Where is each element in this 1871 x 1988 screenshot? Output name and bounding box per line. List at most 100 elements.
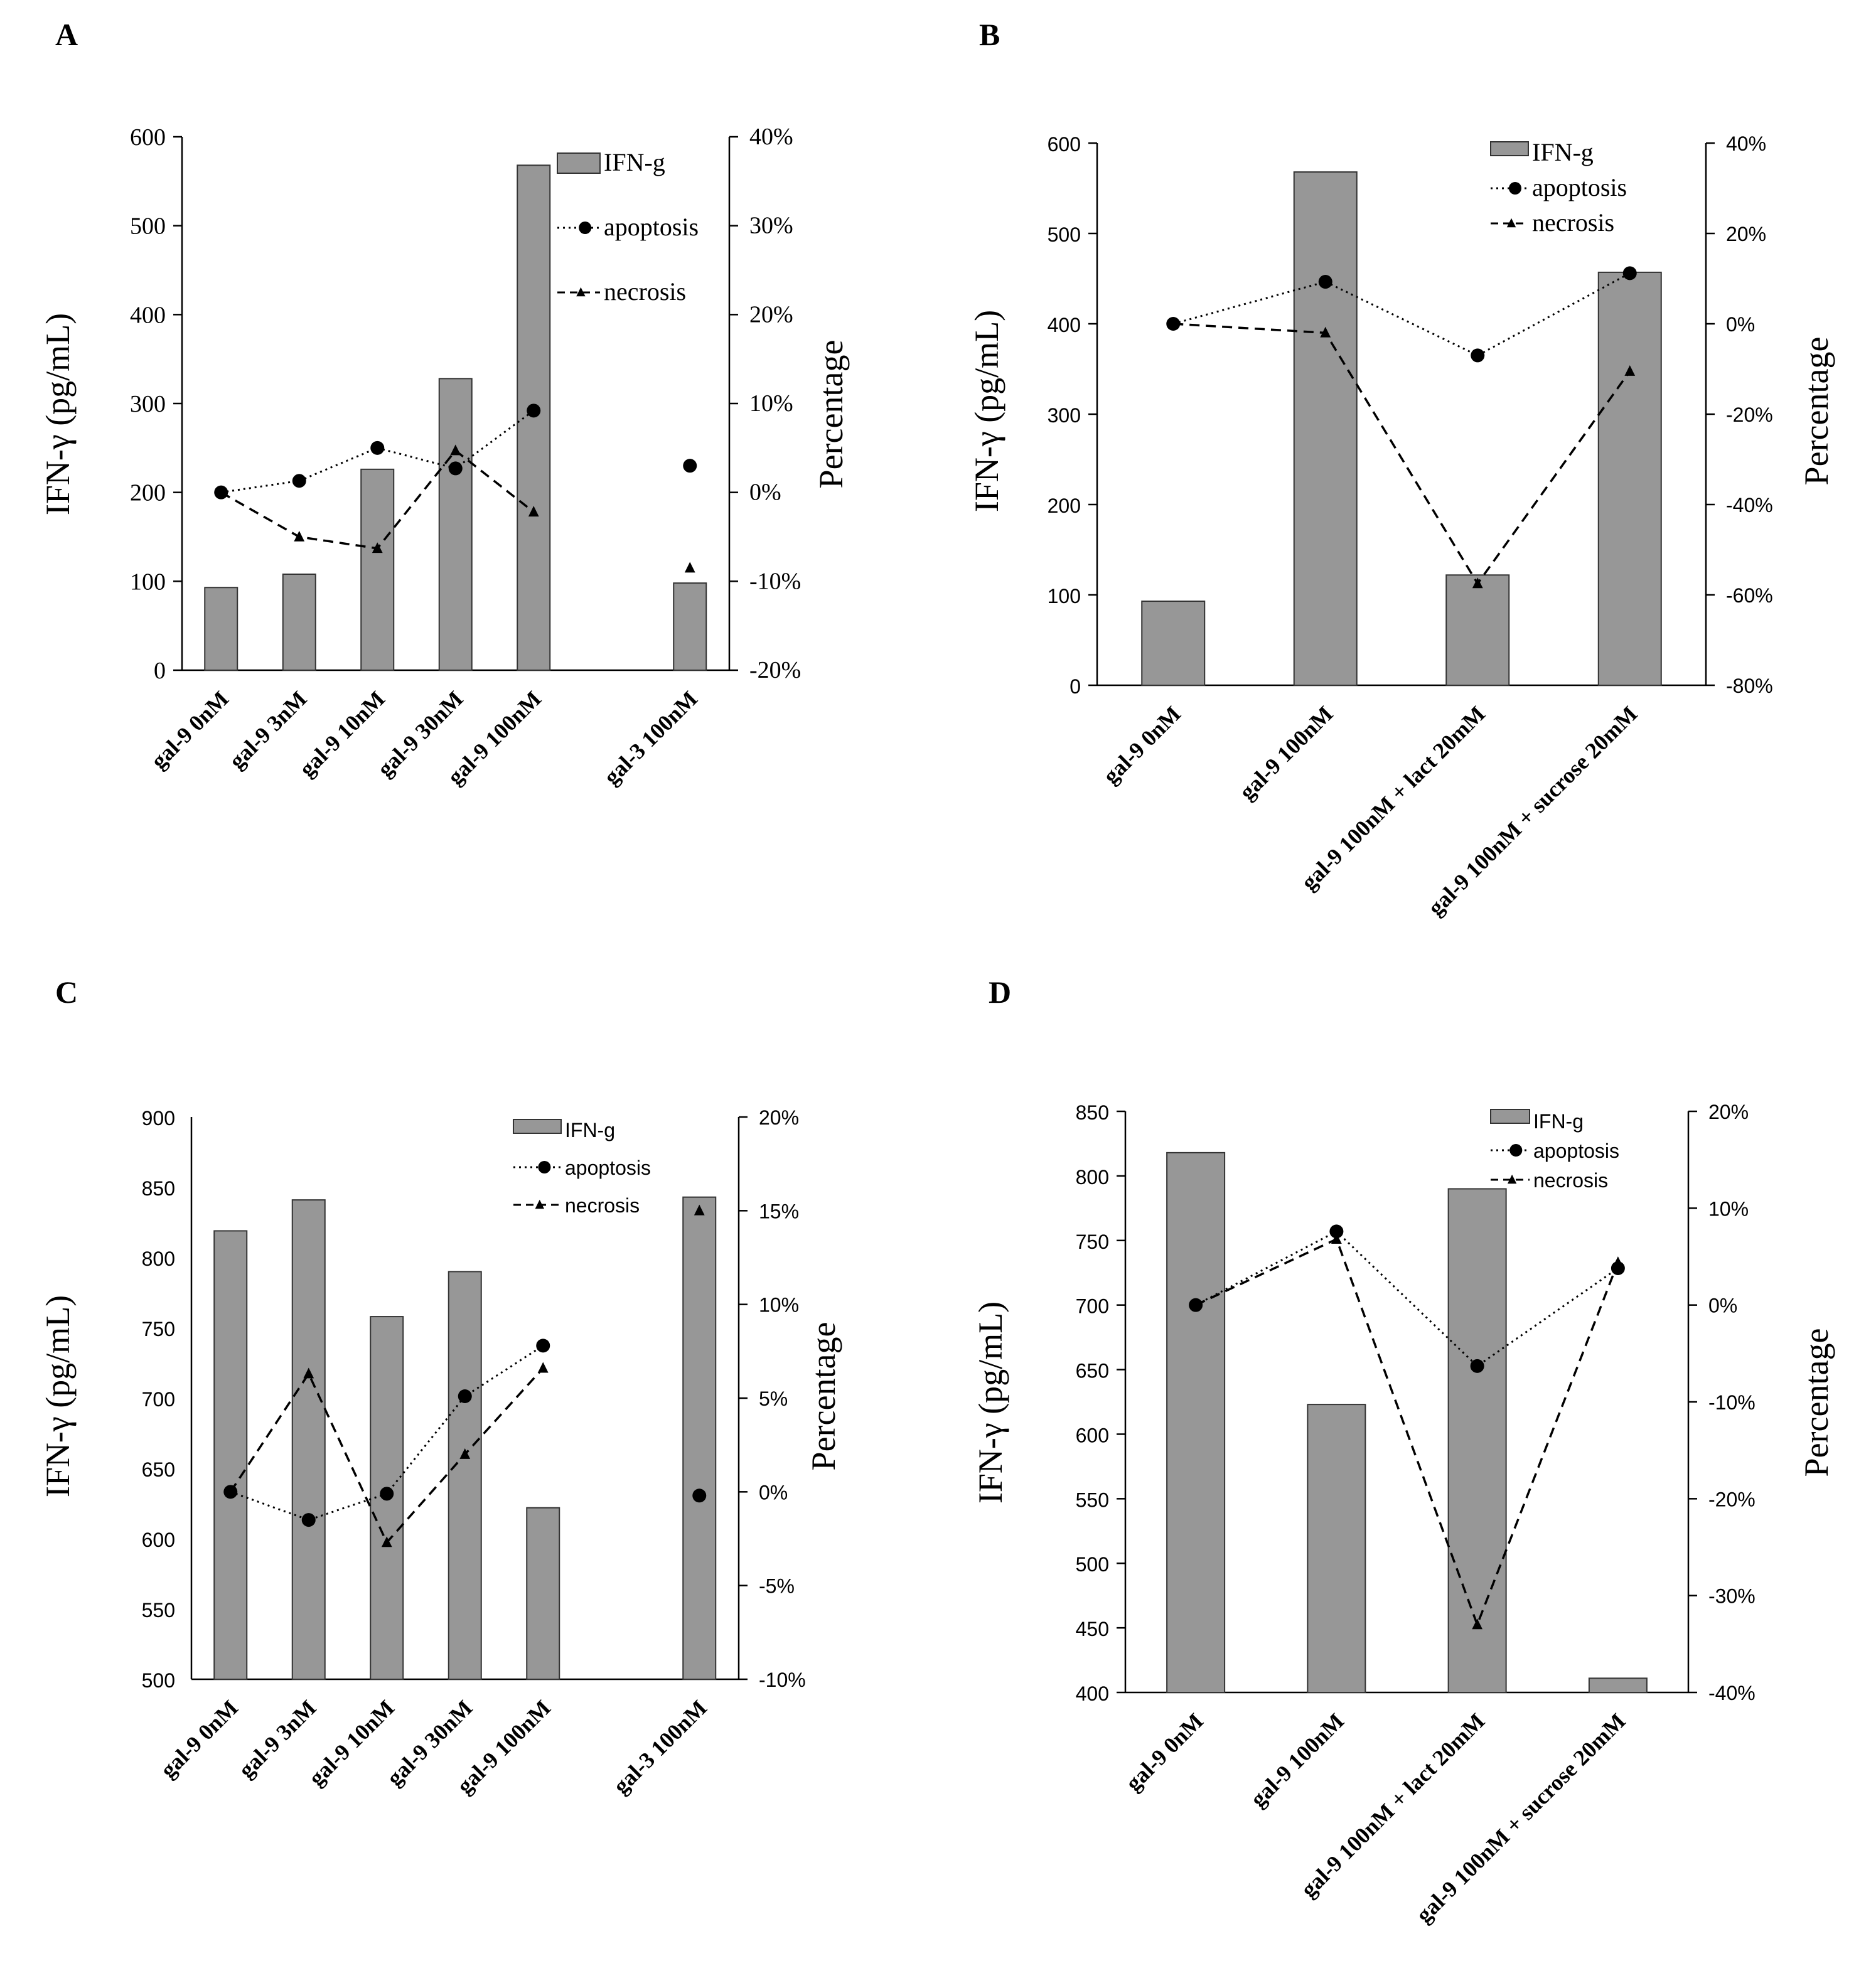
legend-label: necrosis bbox=[565, 1194, 640, 1217]
necrosis-point bbox=[215, 486, 227, 497]
left-tick-label: 0 bbox=[1070, 675, 1081, 698]
right-tick-label: 15% bbox=[759, 1200, 799, 1222]
right-tick-label: 40% bbox=[1726, 132, 1766, 155]
bar bbox=[282, 574, 316, 671]
apoptosis-point bbox=[1471, 348, 1485, 363]
panel-c: C 500 550 600 650 700 750 800 850 900 -10% -5% 0% 5% 1… bbox=[39, 975, 842, 1798]
bar bbox=[517, 164, 551, 671]
right-tick-label: -40% bbox=[1708, 1682, 1756, 1704]
left-tick-label: 550 bbox=[1076, 1488, 1109, 1511]
panel-letter: A bbox=[55, 17, 78, 52]
left-tick-label: 650 bbox=[1076, 1360, 1109, 1382]
y-axis-title: IFN-γ (pg/mL) bbox=[39, 1295, 77, 1497]
legend-label: IFN-g bbox=[1533, 1110, 1584, 1133]
left-tick-label: 800 bbox=[1076, 1166, 1109, 1189]
apoptosis-point bbox=[458, 1389, 472, 1404]
right-tick-label: 20% bbox=[759, 1106, 799, 1129]
category-label: gal-9 0nM bbox=[1120, 1708, 1208, 1795]
right-tick-label: -40% bbox=[1726, 494, 1773, 516]
right-tick-label: 20% bbox=[1726, 223, 1766, 245]
necrosis-point bbox=[450, 444, 461, 456]
bar bbox=[673, 582, 707, 671]
right-tick-label: -20% bbox=[1708, 1488, 1756, 1510]
legend-swatch-ifn bbox=[1490, 141, 1529, 156]
apoptosis-point bbox=[536, 1339, 550, 1353]
necrosis-line bbox=[1173, 323, 1631, 586]
bar bbox=[1166, 1152, 1226, 1693]
legend-marker-apoptosis bbox=[538, 1161, 551, 1173]
bar bbox=[682, 1196, 717, 1681]
category-label: gal-9 0nM bbox=[1098, 701, 1186, 788]
left-tick-label: 600 bbox=[1048, 133, 1081, 156]
apoptosis-point bbox=[301, 1513, 316, 1527]
legend-marker-necrosis bbox=[535, 1199, 544, 1209]
left-tick-label: 0 bbox=[154, 658, 166, 684]
right-tick-label: -10% bbox=[759, 1669, 806, 1691]
necrosis-point bbox=[459, 1448, 471, 1459]
right-tick-label: -20% bbox=[1726, 403, 1773, 426]
left-tick-label: 750 bbox=[142, 1318, 175, 1340]
bar bbox=[1597, 271, 1662, 687]
legend-label: necrosis bbox=[1533, 1169, 1608, 1192]
bar bbox=[1447, 1188, 1507, 1693]
legend-label: apoptosis bbox=[565, 1157, 651, 1179]
apoptosis-line bbox=[221, 410, 535, 494]
bar bbox=[204, 587, 239, 671]
y2-axis-title: Percentage bbox=[812, 340, 850, 489]
right-tick-label: 0% bbox=[1726, 313, 1755, 336]
legend-label: apoptosis bbox=[604, 213, 699, 241]
category-label: gal-9 0nM bbox=[156, 1695, 243, 1782]
bar bbox=[1293, 171, 1358, 686]
category-label: gal-3 100nM bbox=[608, 1695, 712, 1798]
bar bbox=[1307, 1404, 1366, 1693]
legend-label: apoptosis bbox=[1533, 1140, 1619, 1162]
apoptosis-line bbox=[1195, 1230, 1619, 1367]
necrosis-point bbox=[1190, 1299, 1201, 1310]
legend-marker-necrosis bbox=[1507, 1174, 1517, 1184]
left-tick-label: 400 bbox=[1048, 314, 1081, 336]
apoptosis-point bbox=[370, 441, 385, 455]
necrosis-point bbox=[1612, 1256, 1624, 1268]
right-tick-label: 40% bbox=[749, 124, 793, 150]
left-tick-label: 700 bbox=[1076, 1295, 1109, 1318]
legend-label: apoptosis bbox=[1532, 173, 1627, 201]
left-tick-label: 500 bbox=[142, 1669, 175, 1692]
right-tick-label: -5% bbox=[759, 1575, 795, 1598]
y2-axis-title: Percentage bbox=[1798, 1328, 1835, 1477]
panel-letter: B bbox=[979, 17, 1000, 52]
legend: IFN-g apoptosis necrosis bbox=[1490, 138, 1627, 237]
necrosis-point bbox=[1472, 1618, 1483, 1630]
apoptosis-point bbox=[1329, 1224, 1344, 1239]
left-tick-label: 450 bbox=[1076, 1618, 1109, 1640]
legend-swatch-ifn bbox=[1490, 1109, 1530, 1124]
left-tick-label: 300 bbox=[1048, 404, 1081, 427]
left-tick-label: 500 bbox=[1076, 1553, 1109, 1576]
necrosis-line bbox=[1195, 1237, 1619, 1628]
necrosis-point bbox=[1624, 365, 1636, 376]
legend-marker-apoptosis bbox=[1509, 182, 1521, 195]
left-tick-label: 600 bbox=[142, 1529, 175, 1551]
bar bbox=[448, 1271, 482, 1680]
left-tick-label: 800 bbox=[142, 1248, 175, 1270]
left-tick-label: 100 bbox=[1048, 585, 1081, 607]
apoptosis-point bbox=[448, 461, 463, 476]
right-tick-label: 10% bbox=[759, 1294, 799, 1317]
left-tick-label: 400 bbox=[1076, 1682, 1109, 1705]
left-tick-label: 850 bbox=[1076, 1101, 1109, 1124]
right-tick-label: 20% bbox=[1708, 1101, 1749, 1123]
left-tick-label: 850 bbox=[142, 1177, 175, 1200]
bar bbox=[213, 1230, 248, 1680]
panel-a: A 0 100 200 300 400 500 600 -20% -10% 0% 10% 20% 30% 4… bbox=[39, 17, 850, 789]
legend-label: necrosis bbox=[604, 277, 686, 306]
apoptosis-point bbox=[683, 459, 697, 473]
necrosis-point bbox=[225, 1485, 236, 1497]
apoptosis-point bbox=[527, 403, 541, 418]
left-tick-label: 600 bbox=[130, 124, 166, 151]
left-tick-label: 500 bbox=[130, 213, 166, 240]
necrosis-point bbox=[537, 1362, 549, 1373]
left-tick-label: 300 bbox=[130, 391, 166, 417]
left-tick-label: 750 bbox=[1076, 1231, 1109, 1253]
left-tick-label: 550 bbox=[142, 1599, 175, 1622]
y2-axis-title: Percentage bbox=[1798, 337, 1835, 486]
